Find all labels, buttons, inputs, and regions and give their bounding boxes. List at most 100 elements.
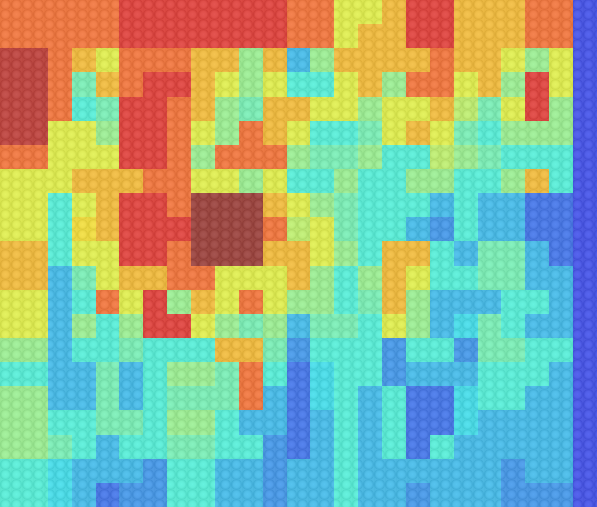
heat-cell — [72, 435, 96, 459]
heat-cell — [167, 241, 191, 266]
heat-cell — [215, 362, 239, 386]
heat-cell — [143, 48, 167, 72]
heat-cell — [573, 97, 597, 121]
heat-cell — [501, 290, 525, 314]
heat-cell — [48, 241, 72, 266]
heat-cell — [48, 483, 72, 507]
heat-cell — [239, 362, 263, 386]
heat-cell — [382, 0, 406, 24]
heat-cell — [167, 24, 191, 48]
heat-cell — [525, 24, 549, 48]
heat-cell — [406, 97, 430, 121]
heat-cell — [358, 266, 382, 290]
heat-cell — [143, 459, 167, 483]
heat-cell — [96, 241, 119, 266]
heat-cell — [119, 48, 143, 72]
heat-cell — [549, 338, 573, 362]
heat-cell — [215, 314, 239, 338]
heat-cell — [0, 362, 24, 386]
heat-cell — [263, 314, 287, 338]
heat-cell — [72, 145, 96, 169]
heat-cell — [334, 48, 358, 72]
heat-cell — [72, 290, 96, 314]
heat-cell — [96, 217, 119, 241]
heat-cell — [454, 169, 478, 193]
heat-cell — [334, 362, 358, 386]
heat-cell — [263, 410, 287, 435]
heat-cell — [549, 217, 573, 241]
heat-cell — [525, 266, 549, 290]
heat-cell — [478, 145, 501, 169]
heat-cell — [478, 386, 501, 410]
heat-cell — [573, 362, 597, 386]
heat-cell — [96, 169, 119, 193]
heat-cell — [382, 121, 406, 145]
heat-cell — [406, 241, 430, 266]
heat-cell — [310, 459, 334, 483]
heat-cell — [72, 169, 96, 193]
heat-cell — [525, 0, 549, 24]
heat-cell — [48, 0, 72, 24]
heat-cell — [119, 145, 143, 169]
heat-cell — [191, 145, 215, 169]
heat-cell — [48, 459, 72, 483]
heat-cell — [454, 459, 478, 483]
heat-cell — [549, 121, 573, 145]
heat-cell — [478, 193, 501, 217]
heat-cell — [48, 193, 72, 217]
heat-cell — [143, 435, 167, 459]
heat-cell — [215, 410, 239, 435]
heat-cell — [334, 338, 358, 362]
heat-cell — [239, 266, 263, 290]
heat-cell — [406, 362, 430, 386]
heat-cell — [239, 48, 263, 72]
heat-cell — [573, 169, 597, 193]
heat-cell — [358, 24, 382, 48]
heat-cell — [24, 24, 48, 48]
heat-overlay — [0, 0, 597, 507]
heat-cell — [501, 459, 525, 483]
heat-cell — [573, 410, 597, 435]
heat-cell — [382, 362, 406, 386]
heat-cell — [478, 266, 501, 290]
heat-cell — [48, 410, 72, 435]
heat-cell — [215, 48, 239, 72]
heat-cell — [263, 169, 287, 193]
heat-cell — [48, 169, 72, 193]
heat-cell — [430, 145, 454, 169]
heat-cell — [72, 362, 96, 386]
heat-cell — [167, 48, 191, 72]
heat-cell — [501, 0, 525, 24]
heat-cell — [525, 217, 549, 241]
heat-cell — [358, 290, 382, 314]
heat-cell — [358, 435, 382, 459]
heat-cell — [358, 145, 382, 169]
heat-cell — [525, 435, 549, 459]
heat-cell — [573, 435, 597, 459]
heat-cell — [454, 386, 478, 410]
heat-cell — [263, 290, 287, 314]
heat-cell — [310, 72, 334, 97]
heat-cell — [215, 193, 239, 217]
heat-cell — [96, 314, 119, 338]
heat-cell — [334, 410, 358, 435]
heat-cell — [334, 0, 358, 24]
heat-cell — [406, 338, 430, 362]
heat-cell — [72, 241, 96, 266]
heat-cell — [573, 290, 597, 314]
heat-cell — [573, 193, 597, 217]
heat-cell — [430, 48, 454, 72]
heat-cell — [72, 97, 96, 121]
heat-cell — [96, 459, 119, 483]
heat-cell — [48, 435, 72, 459]
heat-cell — [334, 145, 358, 169]
heat-cell — [334, 72, 358, 97]
heat-cell — [334, 386, 358, 410]
heat-cell — [0, 72, 24, 97]
heat-cell — [501, 410, 525, 435]
heat-cell — [48, 338, 72, 362]
heat-cell — [167, 121, 191, 145]
heat-cell — [430, 362, 454, 386]
heat-cell — [287, 72, 310, 97]
heat-cell — [119, 362, 143, 386]
